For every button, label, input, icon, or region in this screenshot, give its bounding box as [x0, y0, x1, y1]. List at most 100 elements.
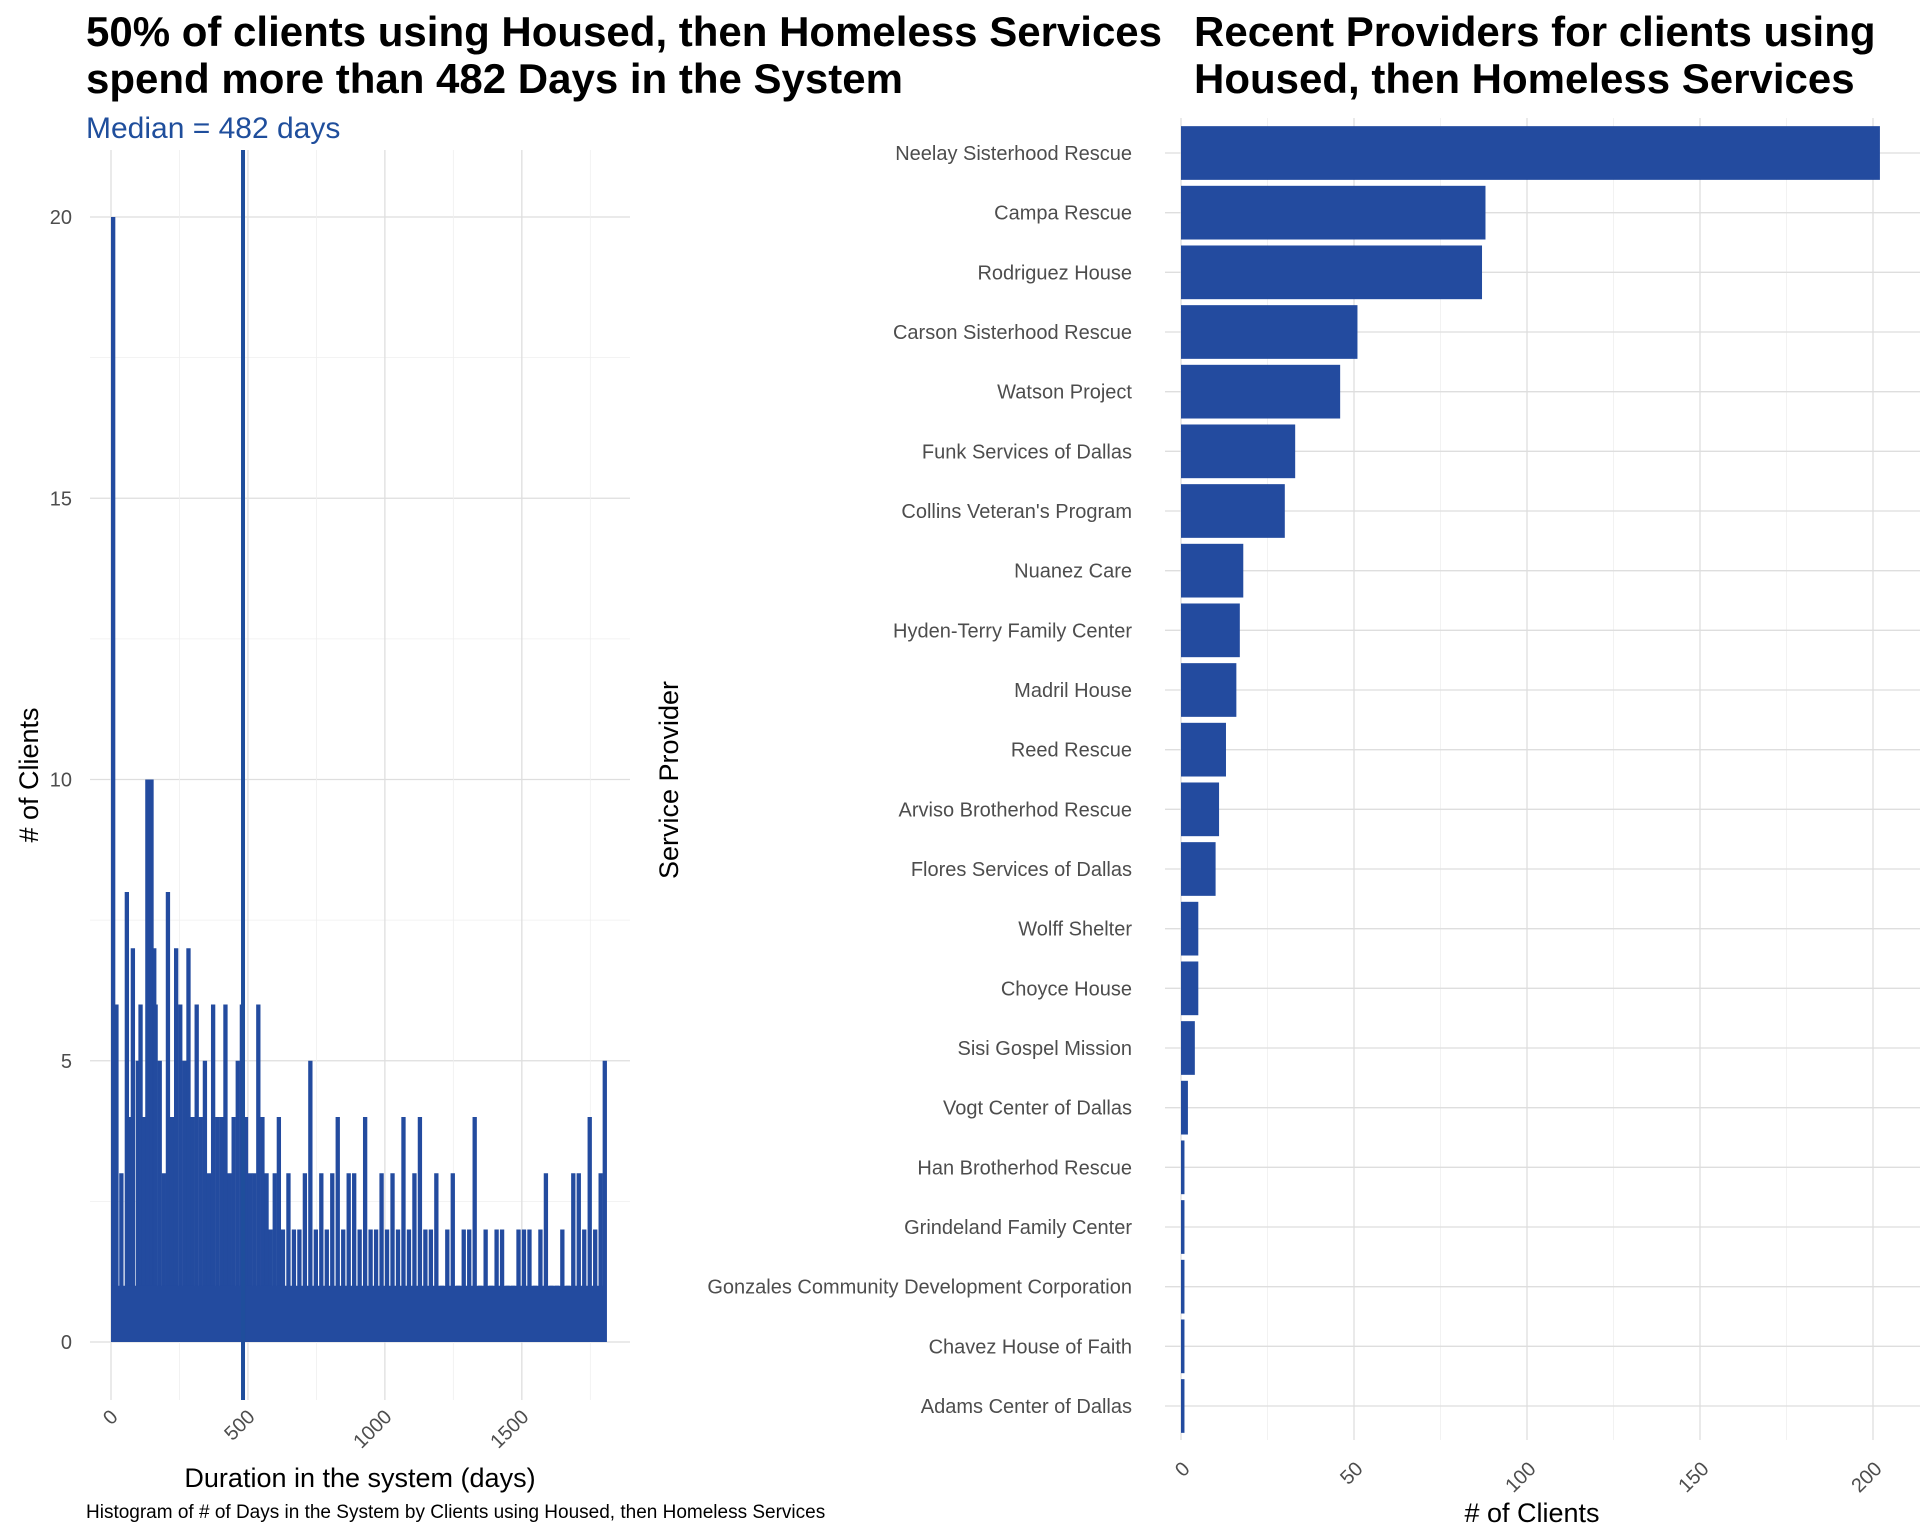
histogram-bar: [206, 1173, 212, 1342]
histogram-bar: [308, 1060, 313, 1342]
histogram-bar: [231, 1117, 236, 1342]
histogram-bar: [276, 1117, 282, 1342]
provider-bar: [1181, 305, 1358, 359]
x-tick-label: 1000: [349, 1406, 396, 1453]
histogram-bar: [111, 1285, 604, 1342]
histogram-bar: [571, 1173, 576, 1342]
provider-bar: [1181, 1379, 1185, 1433]
providers-bar-chart: Neelay Sisterhood Rescue Campa Rescue Rodr…: [654, 118, 1920, 1528]
x-tick-label: 0: [99, 1406, 122, 1429]
histogram-bar: [472, 1117, 477, 1342]
y-tick-label: 10: [50, 770, 72, 792]
provider-bar: [1181, 424, 1296, 479]
histogram-bar: [124, 892, 130, 1342]
histogram-bar: [198, 1117, 203, 1342]
histogram-bar: [223, 1004, 228, 1342]
x-tick-label: 150: [1674, 1458, 1713, 1497]
category-label: Collins Veteran's Program: [901, 501, 1132, 523]
histogram-bar: [330, 1173, 335, 1342]
histogram-bar: [173, 948, 179, 1342]
histogram-bar: [210, 1004, 216, 1342]
category-label: Sisi Gospel Mission: [957, 1038, 1132, 1060]
provider-bar: [1181, 1140, 1185, 1195]
y-tick-label: 5: [61, 1051, 72, 1073]
provider-bar: [1181, 1021, 1195, 1075]
histogram-bar: [165, 892, 171, 1342]
histogram-bar: [412, 1173, 417, 1342]
provider-bar: [1181, 1259, 1185, 1314]
histogram-chart: 0 5 10 15 20 0 500 1000 1500 Duration in the syst…: [14, 150, 630, 1493]
histogram-bar: [153, 1004, 158, 1342]
x-axis-title: # of Clients: [1464, 1498, 1599, 1528]
providers-chart-title: Recent Providers for clients using House…: [1194, 8, 1876, 102]
histogram-bar: [141, 1117, 146, 1342]
histogram-bar: [450, 1173, 455, 1342]
x-tick-label: 200: [1847, 1458, 1886, 1497]
histogram-bar: [114, 1004, 119, 1342]
histogram-bar: [598, 1173, 603, 1342]
histogram-bar: [127, 1117, 132, 1342]
histogram-bar: [417, 1117, 423, 1342]
histogram-bar: [272, 1173, 277, 1342]
histogram-bar: [247, 1173, 253, 1342]
histogram-bar: [215, 1117, 220, 1342]
histogram-bar: [346, 1173, 351, 1342]
x-tick-label: 50: [1336, 1458, 1367, 1489]
provider-bar: [1181, 245, 1483, 300]
histogram-bar: [434, 1173, 439, 1342]
provider-bar: [1181, 842, 1216, 896]
provider-bar: [1181, 722, 1226, 777]
category-label: Funk Services of Dallas: [922, 441, 1132, 463]
provider-bar: [1181, 1200, 1185, 1254]
histogram-bar: [260, 1117, 265, 1342]
x-tick-label: 1500: [486, 1406, 533, 1453]
y-tick-label: 0: [61, 1332, 72, 1354]
category-label: Campa Rescue: [994, 203, 1132, 225]
category-label: Hyden-Terry Family Center: [893, 620, 1132, 642]
histogram-bar: [145, 779, 150, 1342]
category-label: Han Brotherhod Rescue: [917, 1157, 1132, 1179]
histogram-bar: [161, 1173, 166, 1342]
histogram-bar: [219, 1117, 224, 1342]
y-axis-title: Service Provider: [654, 681, 684, 879]
histogram-bar: [252, 1173, 257, 1342]
histogram-bar: [335, 1117, 340, 1342]
provider-bar: [1181, 1319, 1185, 1374]
histogram-bar: [235, 1060, 240, 1342]
category-label: Neelay Sisterhood Rescue: [895, 143, 1132, 165]
histogram-bar: [362, 1117, 368, 1342]
provider-bar: [1181, 901, 1199, 956]
provider-bar: [1181, 663, 1237, 717]
median-subtitle: Median = 482 days: [86, 112, 341, 145]
histogram-bar: [135, 1060, 140, 1342]
histogram-title: 50% of clients using Housed, then Homele…: [86, 8, 1163, 102]
histogram-caption: Histogram of # of Days in the System by …: [86, 1502, 826, 1523]
category-label: Choyce House: [1001, 978, 1132, 1000]
histogram-bar: [352, 1173, 357, 1342]
histogram-bar: [302, 1173, 308, 1342]
category-label: Watson Project: [997, 382, 1132, 404]
y-axis-title: # of Clients: [14, 707, 44, 842]
provider-bar: [1181, 961, 1199, 1016]
histogram-bar: [401, 1117, 406, 1342]
histogram-bar: [256, 1004, 261, 1342]
provider-bar: [1181, 782, 1220, 837]
histogram-bar: [202, 1060, 208, 1342]
histogram-bar: [182, 1060, 187, 1342]
x-tick-label: 500: [220, 1406, 259, 1445]
histogram-bar: [319, 1173, 324, 1342]
histogram-bar: [576, 1173, 581, 1342]
category-label: Flores Services of Dallas: [911, 859, 1132, 881]
category-label: Carson Sisterhood Rescue: [893, 322, 1132, 344]
histogram-bar: [178, 1004, 183, 1342]
histogram-bar: [157, 1060, 162, 1342]
x-tick-label: 100: [1501, 1458, 1540, 1497]
histogram-bar: [227, 1173, 232, 1342]
histogram-bar: [169, 1117, 175, 1342]
category-label: Nuanez Care: [1014, 561, 1132, 583]
histogram-bar: [264, 1173, 269, 1342]
histogram-bar: [111, 217, 116, 1342]
histogram-bar: [190, 1117, 195, 1342]
category-label: Rodriguez House: [977, 262, 1132, 284]
